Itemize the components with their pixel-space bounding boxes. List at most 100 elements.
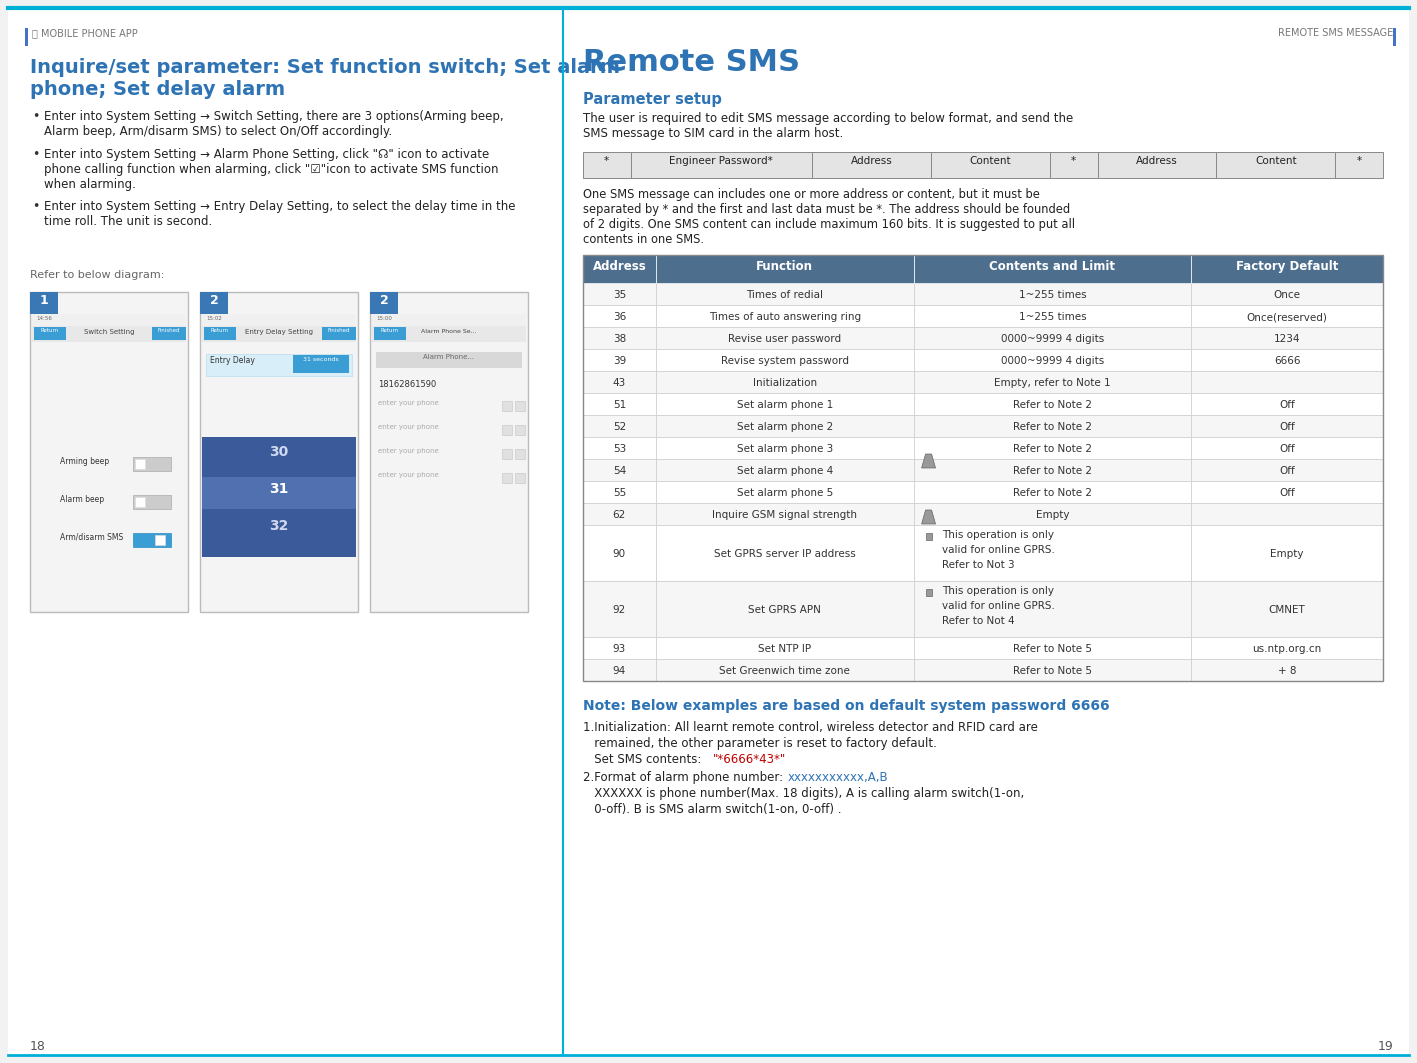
Text: Refer to Note 2: Refer to Note 2	[1013, 488, 1093, 497]
Text: Return: Return	[211, 328, 230, 333]
Bar	[1192, 415, 1383, 437]
Text: Revise system password: Revise system password	[721, 356, 849, 366]
Text: Address: Address	[850, 156, 893, 166]
Bar	[1192, 349, 1383, 371]
Text: This operation is only: This operation is only	[941, 530, 1054, 540]
Bar	[26, 28, 28, 46]
Bar	[656, 371, 914, 393]
Text: Refer to Note 5: Refer to Note 5	[1013, 644, 1093, 654]
Text: Contents and Limit: Contents and Limit	[989, 260, 1115, 273]
Bar	[370, 292, 398, 314]
Bar	[502, 401, 512, 411]
Text: Initialization: Initialization	[752, 378, 816, 388]
Bar	[914, 525, 1192, 581]
Text: 30: 30	[269, 445, 289, 459]
Text: Enter into System Setting → Switch Setting, there are 3 options(Arming beep,
Ala: Enter into System Setting → Switch Setti…	[44, 109, 503, 138]
Bar	[204, 327, 237, 340]
Bar	[582, 305, 656, 327]
Bar	[1098, 152, 1216, 178]
Bar	[582, 525, 656, 581]
Bar	[914, 415, 1192, 437]
Text: Arm/disarm SMS: Arm/disarm SMS	[60, 533, 123, 542]
Bar	[203, 326, 356, 342]
Text: •: •	[33, 109, 40, 123]
Text: 31 seconds: 31 seconds	[303, 357, 339, 362]
Text: 15:02: 15:02	[205, 316, 222, 321]
Bar	[154, 535, 164, 545]
Text: Content: Content	[969, 156, 1012, 166]
Bar	[914, 305, 1192, 327]
Text: 31: 31	[269, 482, 289, 496]
Bar	[656, 525, 914, 581]
Text: Times of auto answering ring: Times of auto answering ring	[708, 313, 860, 322]
Bar	[582, 152, 631, 178]
Text: Enter into System Setting → Entry Delay Setting, to select the delay time in the: Enter into System Setting → Entry Delay …	[44, 200, 516, 227]
Bar	[914, 349, 1192, 371]
Bar	[582, 349, 656, 371]
Bar	[656, 437, 914, 459]
Text: Refer to Not 3: Refer to Not 3	[941, 560, 1015, 570]
Bar	[582, 283, 656, 305]
Bar	[33, 326, 186, 342]
Bar	[1192, 437, 1383, 459]
Text: REMOTE SMS MESSAGE: REMOTE SMS MESSAGE	[1278, 28, 1393, 38]
Text: 35: 35	[612, 290, 626, 300]
Polygon shape	[921, 510, 935, 524]
Text: 54: 54	[612, 466, 626, 476]
Bar	[582, 503, 656, 525]
Text: *: *	[1071, 156, 1077, 166]
Bar	[656, 349, 914, 371]
Bar	[1192, 305, 1383, 327]
Text: Alarm Phone Se...: Alarm Phone Se...	[421, 330, 476, 334]
Text: "*6666*43*": "*6666*43*"	[713, 753, 786, 766]
Text: Refer to below diagram:: Refer to below diagram:	[30, 270, 164, 280]
Bar	[293, 355, 349, 373]
Text: 1~255 times: 1~255 times	[1019, 290, 1087, 300]
Bar	[1192, 659, 1383, 681]
Bar	[582, 255, 1383, 681]
Text: Address: Address	[592, 260, 646, 273]
Text: 1: 1	[40, 294, 48, 307]
Text: ⓘ MOBILE PHONE APP: ⓘ MOBILE PHONE APP	[33, 28, 137, 38]
Text: Return: Return	[41, 328, 60, 333]
Text: 0-off). B is SMS alarm switch(1-on, 0-off) .: 0-off). B is SMS alarm switch(1-on, 0-of…	[582, 803, 842, 816]
Text: 52: 52	[612, 422, 626, 432]
Bar	[914, 283, 1192, 305]
Text: Finished: Finished	[157, 328, 180, 333]
Text: Refer to Note 2: Refer to Note 2	[1013, 444, 1093, 454]
Bar	[925, 589, 931, 596]
Bar	[514, 449, 526, 459]
Bar	[1192, 637, 1383, 659]
Text: remained, the other parameter is reset to factory default.: remained, the other parameter is reset t…	[582, 737, 937, 750]
Text: Revise user password: Revise user password	[728, 334, 842, 344]
Bar	[200, 292, 359, 612]
Text: Inquire/set parameter: Set function switch; Set alarm
phone; Set delay alarm: Inquire/set parameter: Set function swit…	[30, 58, 621, 99]
Bar	[582, 371, 656, 393]
Bar	[631, 152, 812, 178]
Bar	[135, 459, 145, 469]
Bar	[582, 637, 656, 659]
Text: Arming beep: Arming beep	[60, 457, 109, 466]
Bar	[322, 327, 356, 340]
Bar	[152, 327, 186, 340]
Text: Finished: Finished	[327, 328, 350, 333]
Text: 1~255 times: 1~255 times	[1019, 313, 1087, 322]
Bar	[582, 659, 656, 681]
Bar	[376, 352, 521, 368]
Text: enter your phone: enter your phone	[378, 400, 439, 406]
Text: 55: 55	[612, 488, 626, 497]
Bar	[914, 393, 1192, 415]
Bar	[914, 371, 1192, 393]
Bar	[582, 459, 656, 480]
Text: Entry Delay Setting: Entry Delay Setting	[245, 330, 313, 335]
Bar	[656, 283, 914, 305]
Bar	[656, 659, 914, 681]
Text: 15:00: 15:00	[376, 316, 393, 321]
Bar	[914, 255, 1192, 283]
Bar	[656, 480, 914, 503]
Text: Return: Return	[381, 328, 400, 333]
Text: The user is required to edit SMS message according to below format, and send the: The user is required to edit SMS message…	[582, 112, 1073, 140]
Bar	[656, 459, 914, 480]
Bar	[502, 473, 512, 483]
Bar	[656, 503, 914, 525]
